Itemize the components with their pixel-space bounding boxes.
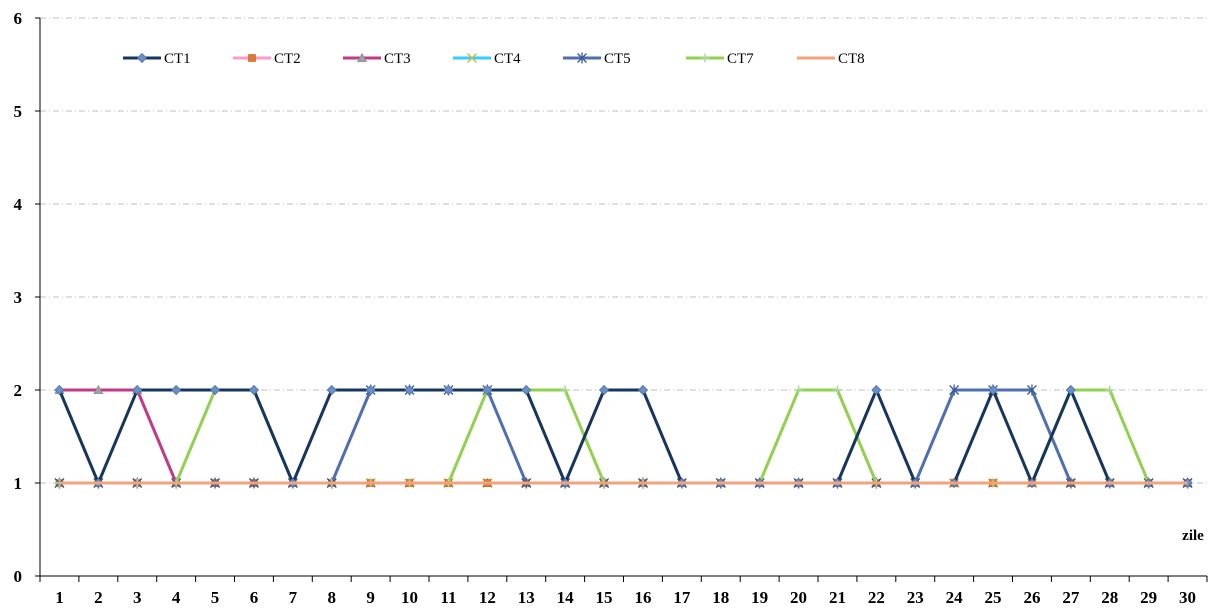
series-line-ct1 [58, 388, 1188, 485]
x-tick-label: 25 [985, 588, 1002, 607]
x-tick-label: 15 [596, 588, 613, 607]
x-tick-label: 24 [946, 588, 964, 607]
data-point-ct1 [132, 384, 143, 396]
data-point-ct7 [1105, 385, 1115, 395]
legend-label-ct2: CT2 [274, 51, 301, 67]
gridlines [40, 17, 1207, 484]
x-tick-label: 14 [557, 588, 575, 607]
x-tick-labels: 1 2 3 4 5 6 7 8 9 10 11 12 13 14 15 16 17 18 19 20 21 22 23 24 2… [55, 588, 1196, 607]
x-tick-label: 30 [1179, 588, 1196, 607]
legend-item-ct2: CT2 [233, 51, 301, 67]
legend-marker-ct1 [136, 52, 148, 64]
data-point-ct1 [987, 384, 999, 396]
x-tick-label: 19 [751, 588, 768, 607]
data-point-ct3 [93, 384, 104, 394]
data-point-ct7 [832, 385, 842, 395]
data-point-ct1 [521, 384, 532, 396]
data-point-ct1 [248, 384, 260, 396]
legend-label-ct8: CT8 [838, 51, 865, 67]
data-point-ct5 [1026, 384, 1037, 396]
x-tick-label: 9 [366, 588, 375, 607]
legend-item-ct8: CT8 [797, 51, 865, 67]
legend-item-ct4: CT4 [453, 51, 521, 67]
legend-marker-ct5 [577, 52, 587, 64]
x-tick-label: 17 [673, 588, 691, 607]
data-point-ct1 [54, 384, 65, 396]
data-point-ct1 [326, 384, 337, 396]
x-tick-label: 23 [907, 588, 924, 607]
x-axis-label: zile [1182, 528, 1204, 544]
series-ct1 [54, 384, 1193, 489]
x-tick-label: 21 [829, 588, 846, 607]
x-tick-label: 1 [55, 588, 64, 607]
series-ct3 [54, 384, 1193, 487]
legend-label-ct1: CT1 [164, 51, 191, 67]
legend-label-ct4: CT4 [494, 51, 521, 67]
y-tick-labels: 0 1 2 3 4 5 6 [14, 9, 23, 586]
data-point-ct1 [171, 384, 182, 396]
y-tick-label: 6 [14, 9, 23, 28]
x-tick-label: 7 [289, 588, 298, 607]
series-ct5 [54, 384, 1193, 489]
data-point-ct7 [560, 385, 570, 395]
y-tick-label: 0 [14, 567, 23, 586]
data-point-ct1 [637, 384, 649, 396]
x-tick-label: 10 [401, 588, 418, 607]
data-point-ct1 [443, 384, 454, 396]
x-tick-label: 5 [211, 588, 220, 607]
x-tick-label: 12 [479, 588, 496, 607]
x-tick-label: 2 [94, 588, 103, 607]
x-tick-label: 4 [172, 588, 181, 607]
data-point-ct1 [871, 384, 882, 396]
series-line-ct5 [59, 388, 1188, 485]
legend-label-ct5: CT5 [604, 51, 631, 67]
y-tick-label: 5 [14, 102, 23, 121]
x-tick-label: 13 [518, 588, 535, 607]
series-ct7 [54, 385, 1193, 488]
legend-item-ct5: CT5 [563, 51, 631, 67]
x-tick-label: 28 [1101, 588, 1118, 607]
data-point-ct1 [404, 384, 415, 396]
legend-item-ct1: CT1 [123, 51, 191, 67]
x-tick-label: 11 [440, 588, 456, 607]
legend-marker-ct4 [466, 52, 478, 64]
x-tick-label: 22 [868, 588, 885, 607]
series-line-ct7 [59, 388, 1188, 485]
y-tick-label: 1 [14, 474, 23, 493]
y-tick-label: 2 [14, 381, 23, 400]
legend: CT1 CT2 CT3 CT4 CT5 CT7 CT8 [123, 51, 865, 67]
y-tick-label: 4 [14, 195, 23, 214]
legend-item-ct7: CT7 [686, 51, 754, 67]
x-tick-label: 6 [250, 588, 259, 607]
x-tick-label: 8 [328, 588, 337, 607]
x-tick-label: 3 [133, 588, 142, 607]
data-point-ct1 [365, 384, 376, 396]
legend-marker-ct2 [248, 54, 256, 62]
data-point-ct1 [482, 384, 493, 396]
legend-label-ct3: CT3 [384, 51, 411, 67]
x-tick-label: 18 [712, 588, 729, 607]
x-tick-label: 16 [634, 588, 651, 607]
series-group [54, 384, 1193, 489]
data-point-ct5 [949, 384, 960, 396]
y-tick-label: 3 [14, 288, 23, 307]
legend-label-ct7: CT7 [727, 51, 754, 67]
data-point-ct1 [1065, 384, 1076, 396]
legend-marker-ct7 [700, 53, 710, 63]
data-point-ct1 [209, 384, 221, 396]
legend-marker-ct3 [356, 52, 368, 62]
x-tick-label: 26 [1023, 588, 1040, 607]
x-tick-label: 29 [1140, 588, 1157, 607]
legend-item-ct3: CT3 [343, 51, 411, 67]
x-tick-label: 20 [790, 588, 807, 607]
axes [35, 17, 1208, 582]
x-tick-label: 27 [1062, 588, 1080, 607]
data-point-ct1 [598, 384, 610, 396]
data-point-ct7 [794, 385, 804, 395]
series-line-ct3 [59, 388, 1188, 485]
